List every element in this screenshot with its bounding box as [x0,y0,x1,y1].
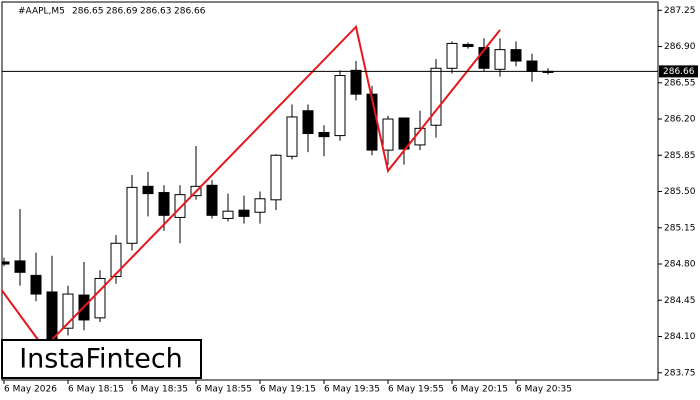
current-price-label: 286.66 [663,67,695,77]
x-tick-label: 6 May 20:15 [452,385,508,395]
candle-body [158,192,170,216]
candle-body [14,260,26,273]
y-tick-label: 286.55 [664,78,696,88]
header-value: 286.65 [72,7,104,17]
candle-body [126,186,138,244]
y-tick-label: 286.20 [664,115,696,125]
candle-body [286,116,298,157]
x-tick-label: 6 May 2026 [4,385,57,395]
candle-body [174,194,186,218]
plot-area [2,24,658,350]
current-price-box [659,65,698,78]
candle-body [430,67,442,126]
candle-body [334,75,346,137]
y-tick-label: 285.50 [664,187,696,197]
candle-body [494,49,506,70]
candle-body [46,291,58,342]
watermark-frame [1,339,202,379]
x-tick-label: 6 May 19:15 [260,385,316,395]
x-tick-label: 6 May 20:35 [516,385,572,395]
candle-body [398,117,410,150]
header-value: 286.66 [174,7,206,17]
x-tick-label: 6 May 19:55 [388,385,444,395]
y-tick-label: 283.75 [664,368,696,378]
candle-body [206,184,218,216]
header-value: 286.69 [106,7,138,17]
x-tick-label: 6 May 18:55 [196,385,252,395]
y-tick-label: 284.80 [664,260,696,270]
candle-body [142,185,154,195]
axes: 287.25 286.90 286.55 286.20 285.85 285.50 285.… [3,6,698,395]
symbol: #AAPL,M5 [18,7,65,17]
watermark-box: InstaFintech [1,339,202,379]
candle-body [94,278,106,319]
candle-body [238,209,250,217]
candle-body [254,198,266,213]
header-value: 286.63 [140,7,172,17]
watermark: InstaFintech [19,344,183,375]
candle-body [526,60,538,72]
candle-body [62,293,74,329]
candle-body [222,210,234,219]
plot-frame [1,1,659,381]
x-tick-label: 6 May 19:35 [324,385,380,395]
y-tick-label: 284.10 [664,332,696,342]
candle-body [350,69,362,95]
candle-body [318,131,330,138]
pattern-line [2,24,501,350]
candle-body [446,42,458,69]
y-tick-label: 287.25 [664,6,696,16]
candle-body [382,118,394,151]
candle-body [2,261,10,265]
x-tick-label: 6 May 18:15 [68,385,124,395]
y-tick-label: 284.45 [664,296,696,306]
y-tick-label: 285.15 [664,223,696,233]
candle-body [30,274,42,295]
candle-body [510,49,522,62]
candle-body [110,242,122,277]
x-tick-label: 6 May 18:35 [132,385,188,395]
header-ohlc: 286.65 286.69 286.63 286.66 [72,7,206,17]
candle-body [462,43,474,48]
y-tick-label: 285.85 [664,151,696,161]
y-tick-label: 286.90 [664,42,696,52]
candle-body [302,110,314,135]
candle-body [270,154,282,201]
